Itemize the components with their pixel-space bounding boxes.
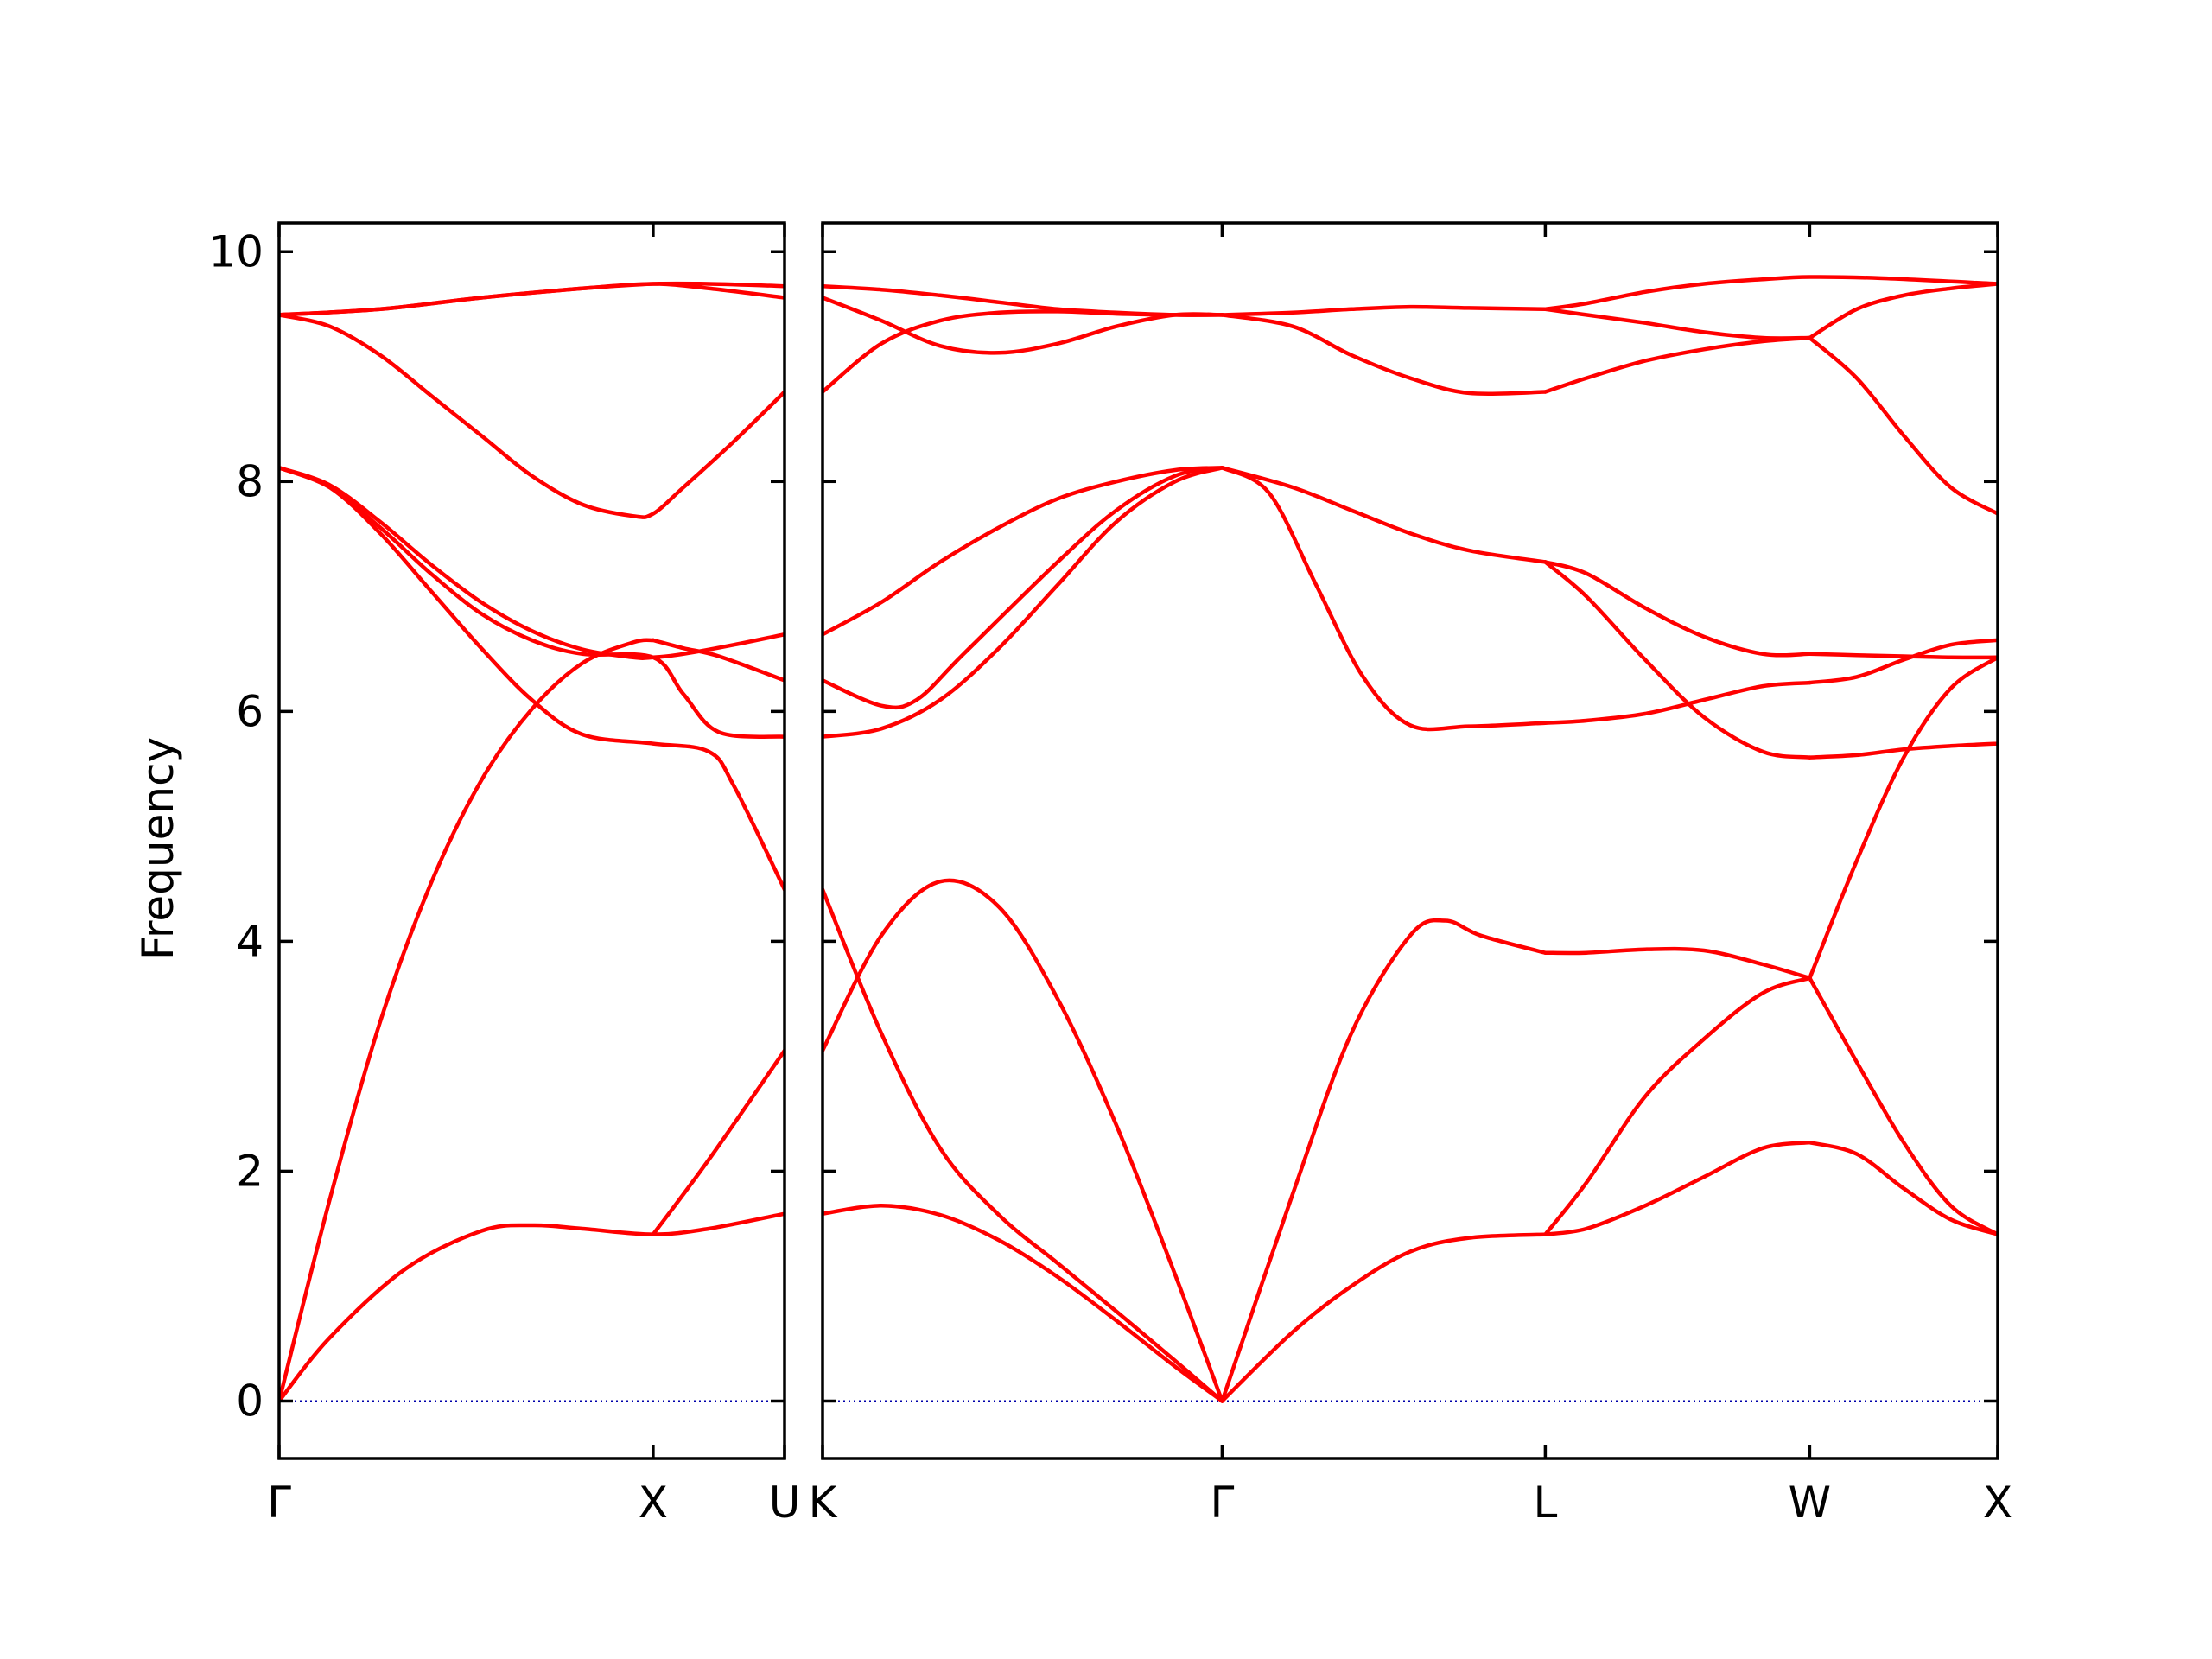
y-tick-label: 6 — [236, 686, 264, 736]
panels: 0 2 4 6 8 10 Γ X U K Γ L W X — [208, 221, 2012, 1528]
band-line-2-3 — [823, 878, 1224, 1403]
band-line-1-4 — [279, 466, 785, 892]
band-line-2-17 — [1543, 680, 1812, 725]
band-line-2-7 — [1543, 976, 1812, 1236]
band-line-2-13 — [823, 466, 1224, 710]
band-line-2-19 — [1543, 560, 1812, 658]
x-tick-label: K — [809, 1478, 838, 1528]
plot-frame — [821, 221, 1999, 1460]
band-line-1-1 — [279, 1211, 785, 1403]
band-line-2-18 — [1543, 560, 1812, 760]
x-tick-label: X — [1983, 1478, 2012, 1528]
band-line-1-8 — [279, 313, 785, 519]
band-line-2-1 — [823, 1204, 1224, 1403]
band-line-2-28 — [1543, 335, 1812, 394]
band-line-1-7 — [279, 466, 785, 660]
band-line-2-9 — [1808, 1140, 1998, 1236]
band-line-2-11 — [1808, 655, 1998, 981]
band-line-1-2 — [279, 638, 656, 1403]
plot-frame — [277, 221, 786, 1460]
x-tick-label: L — [1533, 1478, 1557, 1528]
series-group — [279, 281, 785, 1403]
x-tick-label: U — [769, 1478, 801, 1528]
y-tick-label: 2 — [236, 1146, 264, 1196]
band-line-2-30 — [1543, 275, 1998, 312]
panel-1: 0 2 4 6 8 10 Γ X U — [208, 221, 801, 1528]
y-tick-label: 0 — [236, 1376, 264, 1426]
band-line-2-2 — [823, 887, 1224, 1403]
band-line-1-5 — [279, 466, 785, 739]
band-line-2-8 — [1543, 946, 1812, 981]
band-line-2-20 — [1808, 741, 1998, 760]
series-group — [823, 275, 1998, 1403]
x-tick-label: Γ — [1210, 1478, 1234, 1528]
band-line-2-16 — [1220, 466, 1548, 564]
band-line-2-27 — [1220, 313, 1548, 397]
x-tick-label: Γ — [267, 1478, 291, 1528]
band-line-2-31 — [1808, 335, 1998, 516]
band-line-2-26 — [1220, 304, 1548, 317]
band-line-2-25 — [823, 283, 1224, 317]
band-line-2-32 — [1808, 282, 1998, 340]
x-tick-label: W — [1789, 1478, 1831, 1528]
band-line-2-4 — [1220, 1232, 1548, 1403]
band-line-2-29 — [1543, 307, 1812, 340]
band-line-2-12 — [823, 466, 1224, 739]
band-line-2-14 — [823, 466, 1224, 637]
band-line-2-21 — [1808, 638, 1998, 685]
x-tick-label: X — [639, 1478, 668, 1528]
band-line-2-15 — [1220, 466, 1548, 732]
band-line-2-6 — [1543, 1140, 1812, 1236]
y-tick-label: 10 — [208, 226, 264, 276]
band-line-2-10 — [1808, 976, 1998, 1236]
band-line-2-5 — [1220, 918, 1548, 1403]
band-line-1-10 — [279, 282, 785, 317]
y-axis-title: Frequency — [133, 737, 183, 960]
band-line-1-3 — [651, 1048, 785, 1236]
y-tick-label: 4 — [236, 916, 264, 966]
y-tick-label: 8 — [236, 456, 264, 506]
band-line-2-22 — [1808, 652, 1998, 660]
